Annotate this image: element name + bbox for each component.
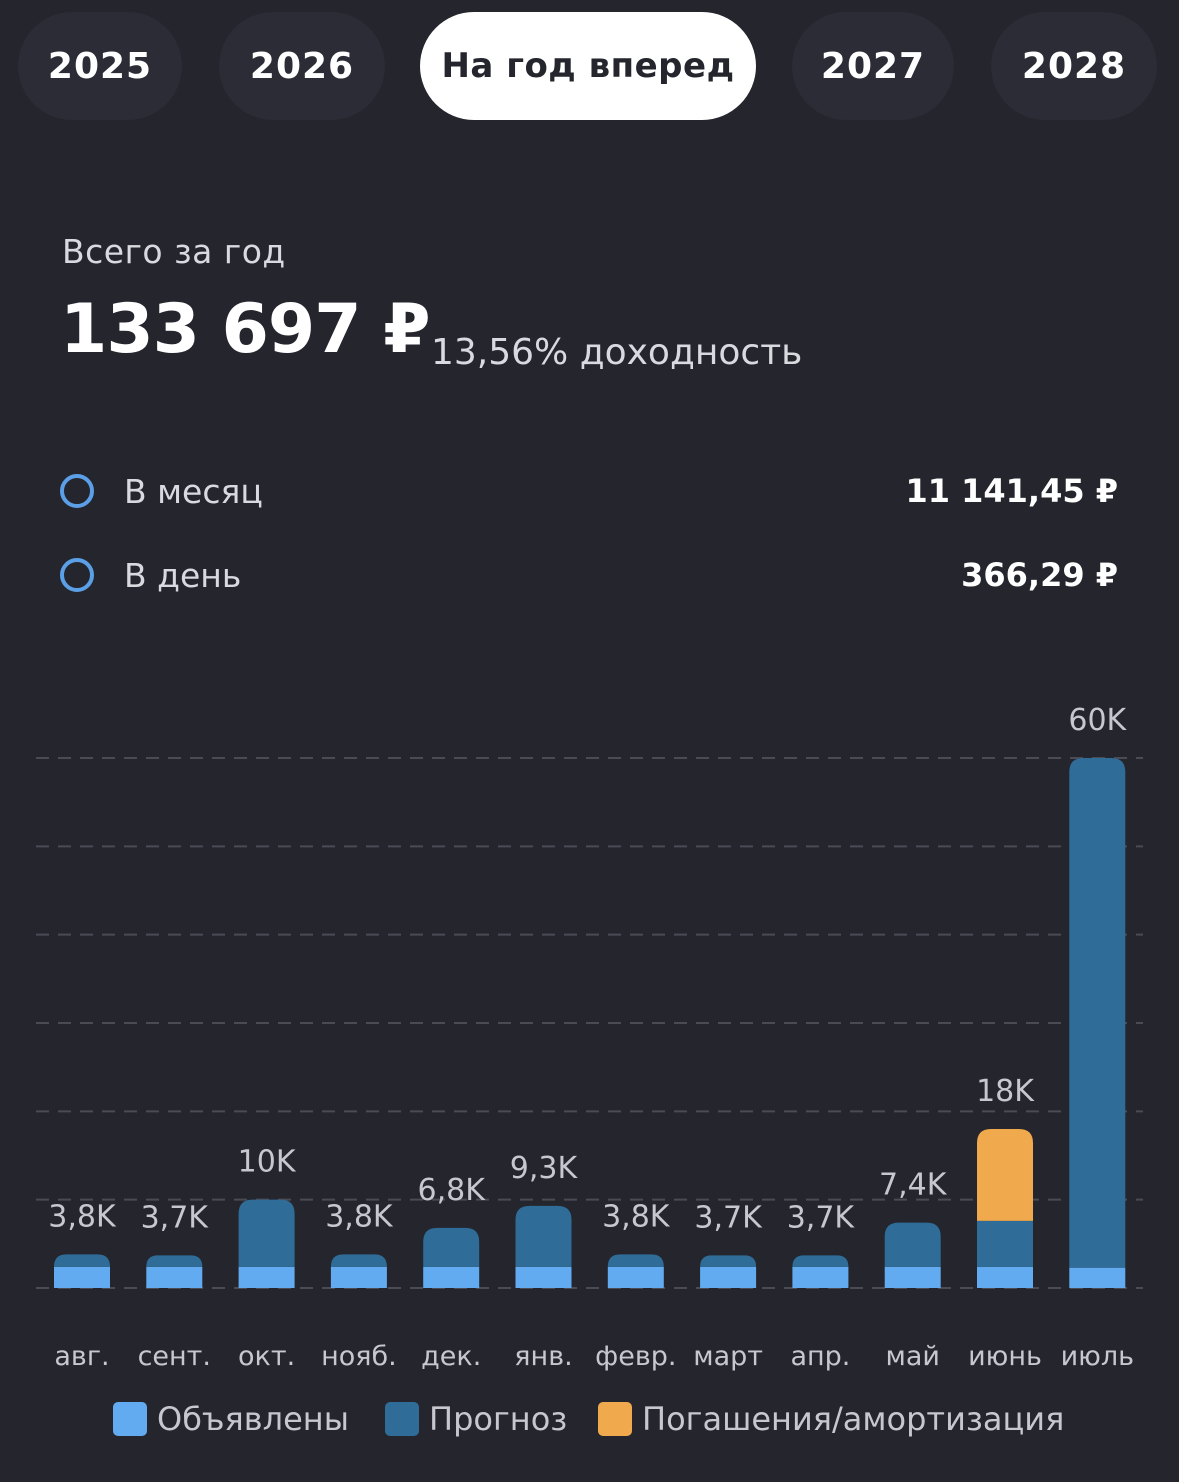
bar-value-label: 10K bbox=[238, 1145, 297, 1180]
bar-segment bbox=[1069, 1267, 1126, 1288]
bar-segment bbox=[977, 1129, 1033, 1221]
bar-segment bbox=[977, 1266, 1033, 1288]
row-per-month-label: В месяц bbox=[124, 471, 263, 511]
bar-value-label: 3,7K bbox=[141, 1200, 210, 1235]
yield-text: 13,56% доходность bbox=[431, 332, 803, 373]
bar-segment bbox=[1069, 758, 1126, 1268]
tab-year-ahead[interactable]: На год вперед bbox=[420, 12, 756, 120]
bar-segment bbox=[700, 1266, 757, 1288]
bar-segment bbox=[884, 1222, 941, 1267]
payments-bar-chart: 3,8K авг. 3,7K сент. 10K окт. 3,8K нояб. 6,8K дек… bbox=[36, 703, 1143, 1372]
bar-value-label: 3,7K bbox=[694, 1200, 763, 1235]
legend-item-redemption: Погашения/амортизация bbox=[598, 1396, 1064, 1442]
legend-label-redemption: Погашения/амортизация bbox=[642, 1400, 1065, 1438]
legend-swatch-declared bbox=[113, 1402, 147, 1436]
bar-segment bbox=[607, 1266, 664, 1288]
radio-icon[interactable] bbox=[60, 474, 94, 508]
tab-2028[interactable]: 2028 bbox=[991, 12, 1157, 120]
year-tabs: 2025 2026 На год вперед 2027 2028 bbox=[0, 12, 1179, 120]
month-label: сент. bbox=[138, 1341, 211, 1372]
bar-value-label: 3,8K bbox=[602, 1199, 671, 1234]
legend-item-forecast: Прогноз bbox=[385, 1396, 567, 1442]
chart-legend: Объявлены Прогноз Погашения/амортизация bbox=[0, 1396, 1179, 1442]
legend-swatch-redemption bbox=[598, 1402, 632, 1436]
tab-2026[interactable]: 2026 bbox=[219, 12, 385, 120]
bar-segment bbox=[330, 1266, 387, 1288]
bar-segment bbox=[146, 1255, 203, 1267]
month-label: дек. bbox=[421, 1341, 481, 1372]
month-label: янв. bbox=[514, 1341, 572, 1372]
row-per-day-label: В день bbox=[124, 555, 242, 595]
month-label: май bbox=[885, 1341, 939, 1372]
legend-label-declared: Объявлены bbox=[157, 1400, 349, 1438]
month-label: апр. bbox=[790, 1341, 850, 1372]
bar-segment bbox=[700, 1255, 757, 1267]
radio-icon[interactable] bbox=[60, 558, 94, 592]
bar-value-label: 60K bbox=[1068, 703, 1127, 738]
month-label: февр. bbox=[595, 1341, 676, 1372]
bar-segment bbox=[792, 1255, 849, 1267]
bar-segment bbox=[423, 1227, 480, 1267]
bar-value-label: 7,4K bbox=[879, 1168, 948, 1203]
month-label: авг. bbox=[54, 1341, 109, 1372]
bar-segment bbox=[238, 1199, 295, 1267]
legend-item-declared: Объявлены bbox=[113, 1396, 349, 1442]
bar-segment bbox=[238, 1266, 295, 1288]
bar-value-label: 9,3K bbox=[510, 1151, 579, 1186]
month-label: окт. bbox=[238, 1341, 295, 1372]
bar-segment bbox=[515, 1205, 572, 1267]
bar-segment bbox=[884, 1266, 941, 1288]
row-per-day-value: 366,29 ₽ bbox=[961, 556, 1118, 594]
total-caption: Всего за год bbox=[62, 232, 286, 271]
bar-segment bbox=[515, 1266, 572, 1288]
bar-value-label: 18K bbox=[976, 1074, 1035, 1109]
legend-label-forecast: Прогноз bbox=[429, 1400, 568, 1438]
month-label: июль bbox=[1061, 1341, 1134, 1372]
bar-value-label: 3,8K bbox=[48, 1199, 117, 1234]
month-label: июнь bbox=[968, 1341, 1042, 1372]
bar-segment bbox=[146, 1266, 203, 1288]
bar-segment bbox=[423, 1266, 480, 1288]
bar-value-label: 6,8K bbox=[418, 1173, 487, 1208]
row-per-day[interactable]: В день 366,29 ₽ bbox=[60, 552, 1118, 598]
row-per-month-value: 11 141,45 ₽ bbox=[905, 472, 1118, 510]
bar-segment bbox=[54, 1266, 110, 1288]
tab-2025[interactable]: 2025 bbox=[18, 12, 182, 120]
bar-segment bbox=[330, 1254, 387, 1267]
bar-segment bbox=[977, 1220, 1033, 1267]
bar-segment bbox=[607, 1254, 664, 1267]
month-label: март bbox=[693, 1341, 763, 1372]
total-amount: 133 697 ₽ bbox=[60, 290, 431, 369]
bar-value-label: 3,8K bbox=[325, 1199, 394, 1234]
legend-swatch-forecast bbox=[385, 1402, 419, 1436]
bar-segment bbox=[54, 1254, 110, 1267]
month-label: нояб. bbox=[321, 1341, 397, 1372]
bar-segment bbox=[792, 1266, 849, 1288]
tab-2027[interactable]: 2027 bbox=[792, 12, 954, 120]
row-per-month[interactable]: В месяц 11 141,45 ₽ bbox=[60, 468, 1118, 514]
bar-value-label: 3,7K bbox=[787, 1200, 856, 1235]
